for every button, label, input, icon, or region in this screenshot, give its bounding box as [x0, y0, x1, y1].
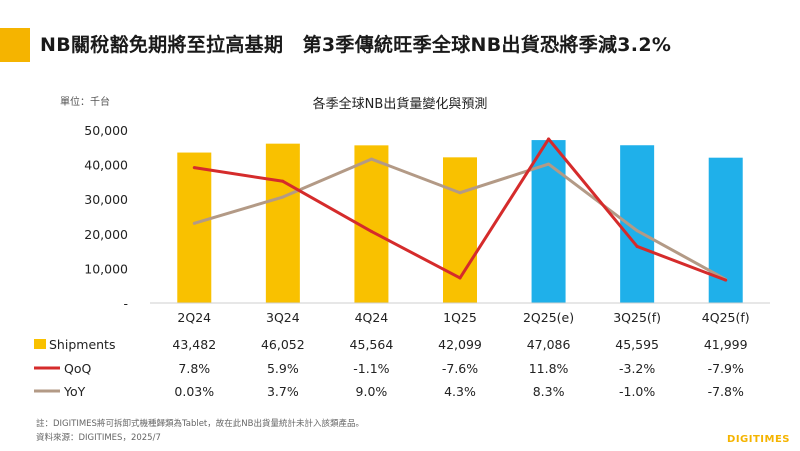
table-cell-shipments: 45,564: [350, 337, 394, 352]
chart-title: 各季全球NB出貨量變化與預測: [312, 97, 488, 112]
line-qoq-point: [281, 179, 285, 183]
y-tick-label: 30,000: [84, 192, 128, 207]
x-tick-label: 3Q24: [266, 310, 300, 325]
line-yoy-point: [281, 195, 285, 199]
table-cell-qoq: -1.1%: [353, 361, 389, 376]
bar-shipments: [620, 145, 655, 303]
table-cell-yoy: 3.7%: [267, 384, 299, 399]
line-yoy-point: [192, 221, 196, 225]
table-cell-qoq: -7.6%: [442, 361, 478, 376]
x-tick-label: 1Q25: [443, 310, 477, 325]
line-qoq-point: [547, 137, 551, 141]
headline-accent-bar: [0, 28, 30, 62]
y-tick-label: -: [123, 296, 128, 311]
table-cell-yoy: 8.3%: [533, 384, 565, 399]
line-qoq-point: [369, 229, 373, 233]
headline: NB關稅豁免期將至拉高基期 第3季傳統旺季全球NB出貨恐將季減3.2%: [40, 34, 672, 56]
y-tick-label: 20,000: [84, 227, 128, 242]
table-cell-yoy: -7.8%: [708, 384, 744, 399]
table-cell-shipments: 47,086: [527, 337, 571, 352]
y-tick-label: 50,000: [84, 123, 128, 138]
table-cell-yoy: -1.0%: [619, 384, 655, 399]
x-tick-label: 2Q24: [177, 310, 211, 325]
table-cell-qoq: 7.8%: [178, 361, 210, 376]
line-qoq-point: [192, 166, 196, 170]
bar-shipments: [177, 152, 212, 303]
table-cell-yoy: 0.03%: [174, 384, 214, 399]
legend-label-qoq: QoQ: [64, 361, 91, 376]
line-qoq-point: [724, 278, 728, 282]
line-yoy-point: [369, 157, 373, 161]
table-cell-qoq: -3.2%: [619, 361, 655, 376]
legend-label-shipments: Shipments: [49, 337, 115, 352]
x-tick-label: 4Q25(f): [702, 310, 750, 325]
legend-label-yoy: YoY: [63, 384, 86, 399]
table-cell-shipments: 45,595: [615, 337, 659, 352]
bar-shipments: [443, 157, 477, 303]
y-tick-label: 40,000: [84, 158, 128, 173]
line-yoy-point: [547, 162, 551, 166]
x-tick-label: 3Q25(f): [613, 310, 661, 325]
line-qoq-point: [458, 276, 462, 280]
legend-swatch-shipments: [34, 339, 46, 349]
unit-label: 單位：千台: [60, 97, 110, 108]
table-cell-qoq: 11.8%: [529, 361, 569, 376]
table-cell-qoq: -7.9%: [708, 361, 744, 376]
table-cell-shipments: 41,999: [704, 337, 748, 352]
line-yoy-point: [635, 229, 639, 233]
table-cell-qoq: 5.9%: [267, 361, 299, 376]
table-cell-shipments: 43,482: [172, 337, 216, 352]
x-tick-label: 2Q25(e): [523, 310, 574, 325]
line-yoy-point: [458, 191, 462, 195]
footnote-note: 註：DIGITIMES將可拆卸式機種歸類為Tablet，故在此NB出貨量統計未計…: [36, 419, 364, 429]
table-cell-shipments: 46,052: [261, 337, 305, 352]
table-cell-yoy: 4.3%: [444, 384, 476, 399]
y-tick-label: 10,000: [84, 261, 128, 276]
bar-shipments: [265, 143, 300, 303]
x-tick-label: 4Q24: [355, 310, 389, 325]
table-cell-yoy: 9.0%: [356, 384, 388, 399]
line-qoq-point: [635, 244, 639, 248]
table-cell-shipments: 42,099: [438, 337, 482, 352]
digitimes-logo: DIGITIMES: [727, 434, 790, 445]
footnote-source: 資料來源：DIGITIMES，2025/7: [36, 433, 161, 443]
